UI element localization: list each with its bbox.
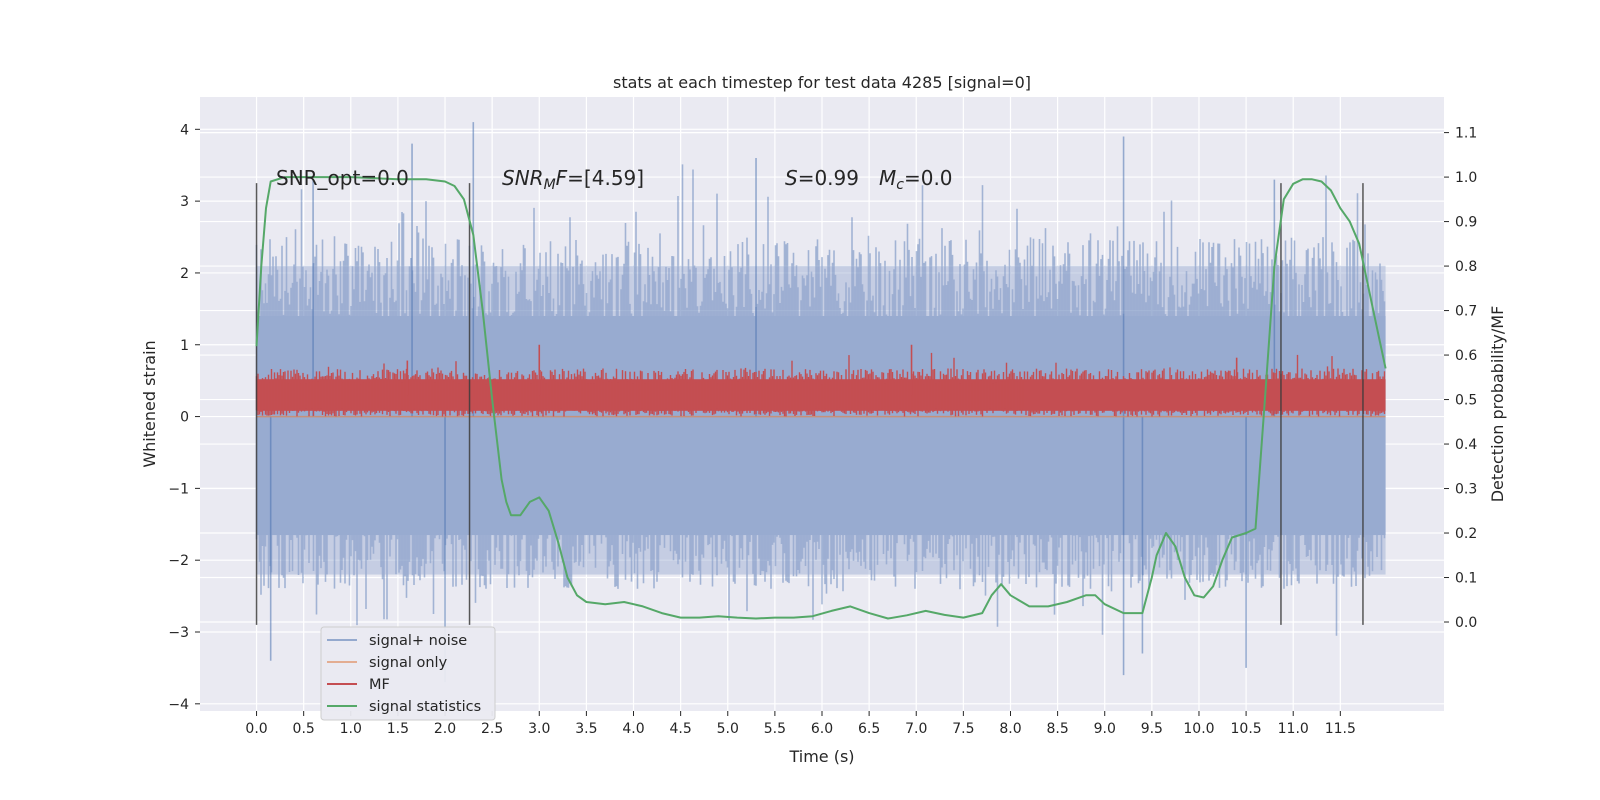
y-tick-label-7: −3 bbox=[168, 625, 189, 641]
x-tick-label-0: 0.0 bbox=[245, 721, 267, 737]
annotation-snr-opt: SNR_opt=0.0 bbox=[276, 166, 409, 190]
x-tick-label-6: 3.0 bbox=[528, 721, 550, 737]
x-tick-label-1: 0.5 bbox=[293, 721, 315, 737]
s-name: S bbox=[785, 166, 798, 190]
y-tick-label-5: −1 bbox=[168, 481, 189, 497]
x-tick-label-11: 5.5 bbox=[764, 721, 786, 737]
snr-mf-subscript: M bbox=[544, 177, 556, 193]
legend-box bbox=[320, 626, 496, 721]
x-tick-label-9: 4.5 bbox=[670, 721, 692, 737]
x-tick-label-15: 7.5 bbox=[952, 721, 974, 737]
y2-tick-label-8: 0.3 bbox=[1455, 482, 1477, 498]
x-axis-ticks: 0.0 0.5 1.0 1.5 2.0 2.5 3.0 3.5 4.0 4.5 5.0 5.5 6.0 6… bbox=[245, 711, 1356, 737]
y2-tick-label-3: 0.8 bbox=[1455, 259, 1477, 275]
y-tick-label-1: 3 bbox=[180, 194, 189, 210]
vertical-markers bbox=[255, 183, 1364, 625]
y2-tick-label-0: 1.1 bbox=[1455, 126, 1477, 142]
noise-mid bbox=[256, 265, 1386, 575]
x-tick-label-5: 2.5 bbox=[481, 721, 503, 737]
annotation-snr-mf: SNRMF=[4.59] bbox=[502, 166, 644, 193]
x-tick-label-22: 11.0 bbox=[1278, 721, 1309, 737]
y-tick-label-6: −2 bbox=[168, 553, 189, 569]
snr-mf-value: =[4.59] bbox=[567, 166, 644, 190]
y2-axis-label: Detection probability/MF bbox=[1488, 306, 1507, 503]
x-tick-label-20: 10.0 bbox=[1183, 721, 1214, 737]
snr-mf-rest-italic: F bbox=[556, 166, 568, 190]
x-tick-label-10: 5.0 bbox=[717, 721, 739, 737]
x-tick-label-21: 10.5 bbox=[1231, 721, 1262, 737]
legend-label-signal-noise: signal+ noise bbox=[369, 633, 467, 649]
y2-tick-label-6: 0.5 bbox=[1455, 393, 1477, 409]
y2-tick-label-2: 0.9 bbox=[1455, 215, 1477, 231]
x-tick-label-13: 6.5 bbox=[858, 721, 880, 737]
y2-tick-label-4: 0.7 bbox=[1455, 304, 1477, 320]
x-tick-label-3: 1.5 bbox=[387, 721, 409, 737]
y-tick-label-3: 1 bbox=[180, 338, 189, 354]
y-axis-label: Whitened strain bbox=[140, 340, 159, 467]
plot-content bbox=[255, 122, 1387, 683]
legend: signal+ noise signal only MF signal stat… bbox=[320, 626, 496, 721]
annotations: SNR_opt=0.0 SNRMF=[4.59] S=0.99 Mc=0.0 bbox=[276, 166, 953, 193]
s-value: =0.99 bbox=[798, 166, 859, 190]
mc-value: =0.0 bbox=[904, 166, 953, 190]
x-tick-label-4: 2.0 bbox=[434, 721, 456, 737]
legend-label-signal-only: signal only bbox=[369, 655, 448, 671]
y2-tick-label-1: 1.0 bbox=[1455, 170, 1477, 186]
y2-tick-label-5: 0.6 bbox=[1455, 348, 1477, 364]
series-signal-noise bbox=[255, 122, 1386, 683]
legend-label-signal-statistics: signal statistics bbox=[369, 699, 481, 715]
y-tick-label-4: 0 bbox=[180, 410, 189, 426]
legend-label-mf: MF bbox=[369, 677, 390, 693]
series-mf bbox=[255, 344, 1386, 417]
y-tick-label-8: −4 bbox=[168, 697, 189, 713]
y2-tick-label-10: 0.1 bbox=[1455, 571, 1477, 587]
x-tick-label-19: 9.5 bbox=[1141, 721, 1163, 737]
x-tick-label-8: 4.0 bbox=[622, 721, 644, 737]
mc-subscript: c bbox=[896, 177, 904, 193]
y2-tick-label-7: 0.4 bbox=[1455, 437, 1477, 453]
x-tick-label-12: 6.0 bbox=[811, 721, 833, 737]
x-tick-label-2: 1.0 bbox=[340, 721, 362, 737]
snr-mf-name: SNR bbox=[502, 166, 544, 190]
y2-axis-ticks: 1.1 1.0 0.9 0.8 0.7 0.6 0.5 0.4 0.3 0.2 0.1 0.0 bbox=[1444, 126, 1477, 631]
x-tick-label-7: 3.5 bbox=[575, 721, 597, 737]
mc-name: M bbox=[879, 166, 896, 190]
y2-tick-label-11: 0.0 bbox=[1455, 615, 1477, 631]
series-signal-statistics bbox=[255, 176, 1387, 620]
annotation-mc: Mc=0.0 bbox=[879, 166, 953, 193]
x-tick-label-23: 11.5 bbox=[1325, 721, 1356, 737]
annotation-s: S=0.99 bbox=[785, 166, 859, 190]
x-tick-label-14: 7.0 bbox=[905, 721, 927, 737]
y-tick-label-0: 4 bbox=[180, 122, 189, 138]
x-tick-label-17: 8.5 bbox=[1046, 721, 1068, 737]
x-tick-label-18: 9.0 bbox=[1094, 721, 1116, 737]
x-axis-label: Time (s) bbox=[788, 747, 854, 766]
y-axis-ticks: 4 3 2 1 0 −1 −2 −3 −4 bbox=[168, 122, 200, 713]
y2-tick-label-9: 0.2 bbox=[1455, 526, 1477, 542]
y-tick-label-2: 2 bbox=[180, 266, 189, 282]
chart-title: stats at each timestep for test data 428… bbox=[613, 73, 1031, 92]
x-tick-label-16: 8.0 bbox=[999, 721, 1021, 737]
